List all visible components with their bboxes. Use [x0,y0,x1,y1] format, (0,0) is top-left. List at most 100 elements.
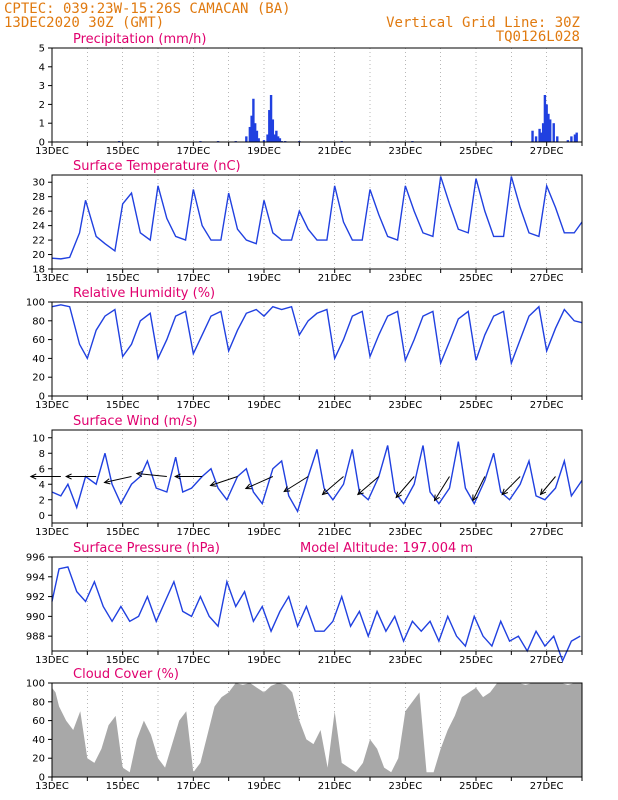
wind-ytick-label: 8 [39,449,45,460]
precip-bar [538,128,541,142]
wind-arrow-head [283,486,291,493]
cloud-ytick-label: 100 [26,679,45,690]
temp-title: Surface Temperature (nC) [73,159,241,174]
precip-ytick-label: 0 [39,138,45,149]
precip-bar [547,113,550,142]
cloud-xtick-label: 17DEC [176,781,210,792]
pres-xtick-label: 15DEC [106,655,140,666]
wind-arrow [104,476,132,483]
temp-ytick-label: 22 [32,236,45,247]
precip-bar [566,140,570,142]
precip-bar [257,138,260,142]
pres-ytick-label: 988 [26,632,45,643]
wind-xtick-label: 19DEC [247,527,281,538]
pres-xtick-label: 13DEC [35,655,69,666]
precip-xtick-label: 15DEC [106,146,140,157]
temp-xtick-label: 25DEC [459,273,493,284]
precip-bar [276,136,280,142]
wind-arrow-head [356,488,364,496]
rh-ytick-label: 100 [26,298,45,309]
cloud-panel: 0 20 40 60 80 100 13DEC 15DEC 17DEC 19DEC 21DEC 23D… [26,667,583,792]
precip-bar [252,98,255,142]
station-header: CPTEC: 039:23W-15:26S CAMACAN (BA) [4,1,291,17]
precip-xtick-label: 25DEC [459,146,493,157]
wind-xtick-label: 23DEC [388,527,422,538]
precip-bar [556,136,559,142]
precip-bar [573,134,577,142]
rh-ytick-label: 20 [32,373,45,384]
pres-xtick-label: 27DEC [530,655,564,666]
wind-arrow-head [209,480,217,487]
run-time-header: 13DEC2020 30Z (GMT) [4,15,164,31]
rh-xtick-label: 17DEC [176,400,210,411]
precip-bar [250,115,253,142]
rh-title: Relative Humidity (%) [73,286,215,301]
wind-arrow [501,476,521,495]
precip-ytick-label: 5 [39,44,45,55]
cloud-ytick-label: 20 [32,754,45,765]
precip-bar [262,140,266,142]
pres-xtick-label: 19DEC [247,655,281,666]
wind-arrow-head [174,473,181,480]
rh-xtick-label: 25DEC [459,400,493,411]
wind-arrow-head [103,478,111,485]
wind-title: Surface Wind (m/s) [73,414,197,429]
precip-bar [543,95,547,142]
precip-bar [540,132,543,142]
wind-arrow-head [65,473,72,480]
wind-arrow-head [472,494,478,502]
wind-arrow [472,476,486,501]
temp-xtick-label: 27DEC [530,273,564,284]
wind-arrow-head [135,470,143,478]
temp-xtick-label: 23DEC [388,273,422,284]
temp-panel: 18 20 22 24 26 28 30 13DEC 15DEC 17DEC 19DEC 21DEC 2… [32,159,583,284]
rh-xtick-label: 15DEC [106,400,140,411]
wind-xtick-label: 13DEC [35,527,69,538]
precip-title: Precipitation (mm/h) [73,32,206,47]
wind-ytick-label: 2 [39,495,45,506]
wind-ytick-label: 10 [32,433,45,444]
precip-bar [273,134,276,142]
cloud-ytick-label: 60 [32,716,45,727]
precip-bar [255,130,259,142]
precip-bar [534,136,538,142]
cloud-xtick-label: 15DEC [106,781,140,792]
wind-arrow [395,476,415,498]
rh-xtick-label: 19DEC [247,400,281,411]
pres-series-line [51,566,581,663]
wind-ytick-label: 0 [39,511,45,522]
model-label: TQ0126L028 [496,29,580,45]
precip-xtick-label: 13DEC [35,146,69,157]
wind-series-line [51,441,583,514]
rh-series-line [51,304,583,366]
precip-bar [541,123,545,142]
pres-xtick-label: 23DEC [388,655,422,666]
temp-ytick-label: 18 [32,265,45,276]
rh-ytick-label: 0 [39,392,45,403]
precip-ytick-label: 3 [39,81,45,92]
precip-bar [245,136,248,142]
cloud-xtick-label: 27DEC [530,781,564,792]
temp-ytick-label: 30 [32,178,45,189]
precip-bar [278,138,282,142]
precip-ytick-label: 2 [39,100,45,111]
temp-ytick-label: 28 [32,192,45,203]
temp-xtick-label: 13DEC [35,273,69,284]
temp-background [52,175,582,269]
rh-ytick-label: 60 [32,335,45,346]
wind-arrow [136,473,167,477]
rh-xtick-label: 21DEC [318,400,352,411]
grid-note: Vertical Grid Line: 30Z [386,15,580,31]
temp-xtick-label: 15DEC [106,273,140,284]
pres-xtick-label: 17DEC [176,655,210,666]
rh-ytick-label: 80 [32,316,45,327]
rh-background [52,302,582,396]
precip-bar [552,123,555,142]
pres-xtick-label: 21DEC [318,655,352,666]
cloud-frame [51,682,583,778]
precip-panel: 0 1 2 3 4 5 13DEC 15DEC 17DEC 19DEC 21DEC 23DEC 25DE… [35,32,583,157]
wind-arrow-head [433,494,440,502]
cloud-ytick-label: 0 [39,773,45,784]
rh-xtick-label: 27DEC [530,400,564,411]
temp-frame [51,174,583,270]
